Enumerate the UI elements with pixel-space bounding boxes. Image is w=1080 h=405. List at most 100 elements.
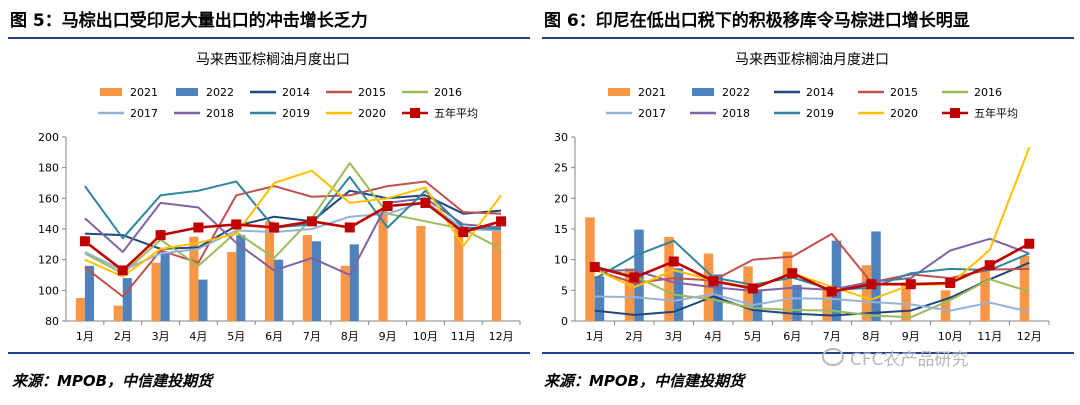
point-五年平均: [344, 222, 355, 233]
bar-2022: [198, 279, 208, 321]
series-line-2015: [594, 232, 1030, 284]
right-bottom-rule: [542, 352, 1074, 354]
left-figure-source: 来源：MPOB，中信建投期货: [12, 372, 213, 390]
legend-2016-label: 2016: [974, 86, 1002, 99]
bar-2021: [378, 209, 388, 321]
bar-2021: [227, 252, 237, 321]
bar-2021: [861, 265, 872, 321]
legend-2014-label: 2014: [806, 86, 834, 99]
series-line-2015: [84, 180, 502, 298]
bar-2021: [151, 262, 161, 321]
bar-2022: [752, 289, 763, 321]
right-title-rule: [542, 37, 1074, 39]
x-tick-label: 7月: [303, 330, 321, 343]
point-五年平均: [984, 260, 995, 271]
x-tick-label: 6月: [265, 330, 283, 343]
x-tick-label: 1月: [586, 330, 604, 343]
y-tick-label: 10: [554, 254, 568, 267]
bar-2022: [160, 252, 170, 321]
legend-2015-label: 2015: [890, 86, 918, 99]
legend-2021-swatch: [100, 88, 122, 96]
bar-2021: [302, 235, 312, 321]
point-五年平均: [306, 216, 317, 227]
bar-2021: [624, 268, 635, 321]
y-tick-label: 140: [38, 223, 59, 236]
series-line-2014: [594, 261, 1030, 317]
x-tick-label: 9月: [902, 330, 920, 343]
y-tick-label: 25: [554, 162, 568, 175]
point-五年平均: [589, 262, 600, 273]
legend-2021-label: 2021: [638, 86, 666, 99]
legend-五年平均-label: 五年平均: [974, 106, 1018, 120]
point-五年平均: [458, 227, 469, 238]
x-tick-label: 8月: [862, 330, 880, 343]
legend-2016-label: 2016: [434, 86, 462, 99]
x-tick-label: 2月: [114, 330, 132, 343]
y-tick-label: 160: [38, 192, 59, 205]
right-figure-title: 图 6：印尼在低出口税下的积极移库令马棕进口增长明显: [544, 11, 970, 31]
bar-2021: [265, 221, 275, 321]
x-tick-label: 8月: [341, 330, 359, 343]
y-tick-label: 120: [38, 254, 59, 267]
legend-2014-label: 2014: [282, 86, 310, 99]
bar-2021: [454, 227, 464, 321]
point-五年平均: [826, 286, 837, 297]
x-tick-label: 9月: [379, 330, 397, 343]
point-五年平均: [269, 222, 280, 233]
chart-title: 马来西亚棕榈油月度进口: [735, 52, 889, 68]
legend-2021-swatch: [608, 88, 630, 96]
x-tick-label: 10月: [413, 330, 438, 343]
x-tick-label: 11月: [977, 330, 1002, 343]
bar-2021: [75, 298, 85, 321]
x-tick-label: 2月: [625, 330, 643, 343]
left-chart: 马来西亚棕榈油月度出口 2021 2022 2014 2015 2016 2017 2018 2…: [38, 52, 521, 343]
legend-2021-label: 2021: [130, 86, 158, 99]
y-tick-label: 20: [554, 192, 568, 205]
bar-2021: [743, 266, 753, 321]
x-tick-label: 7月: [823, 330, 841, 343]
legend-2022-label: 2022: [722, 86, 750, 99]
point-五年平均: [787, 268, 798, 279]
bar-2021: [1019, 255, 1030, 321]
x-tick-label: 5月: [227, 330, 245, 343]
x-tick-label: 10月: [938, 330, 963, 343]
point-五年平均: [155, 230, 166, 241]
series-line-2018: [594, 237, 1030, 292]
series-line-2017: [594, 293, 1030, 313]
x-tick-label: 5月: [744, 330, 762, 343]
x-tick-label: 12月: [1017, 330, 1042, 343]
series-line-2018: [84, 197, 502, 276]
x-tick-label: 6月: [783, 330, 801, 343]
bar-2021: [901, 282, 911, 321]
legend-五年平均-marker: [950, 108, 960, 118]
x-tick-label: 3月: [152, 330, 170, 343]
bar-2022: [594, 276, 605, 321]
point-五年平均: [117, 265, 128, 276]
bar-2022: [792, 284, 802, 321]
legend-五年平均-marker: [410, 108, 420, 118]
point-五年平均: [382, 201, 393, 211]
legend-2020-label: 2020: [890, 107, 918, 120]
x-tick-label: 3月: [665, 330, 683, 343]
point-五年平均: [193, 222, 204, 233]
point-五年平均: [866, 279, 877, 290]
watermark-text: CFC农产品研究: [850, 349, 969, 370]
bar-2022: [236, 235, 246, 321]
y-tick-label: 180: [38, 162, 59, 175]
series-line-五年平均: [84, 201, 502, 272]
legend-五年平均-label: 五年平均: [434, 106, 478, 120]
point-五年平均: [747, 283, 758, 294]
y-tick-label: 0: [561, 315, 568, 328]
legend-2015-label: 2015: [358, 86, 386, 99]
series-line-2017: [84, 200, 502, 272]
series-line-2020: [594, 147, 1031, 301]
point-五年平均: [945, 277, 956, 288]
bar-2021: [416, 225, 426, 321]
bar-2022: [122, 278, 132, 321]
bar-2021: [492, 225, 502, 321]
bar-2022: [349, 244, 359, 321]
series-line-2020: [84, 169, 502, 278]
legend-2022-swatch: [176, 88, 198, 96]
point-五年平均: [79, 236, 90, 247]
